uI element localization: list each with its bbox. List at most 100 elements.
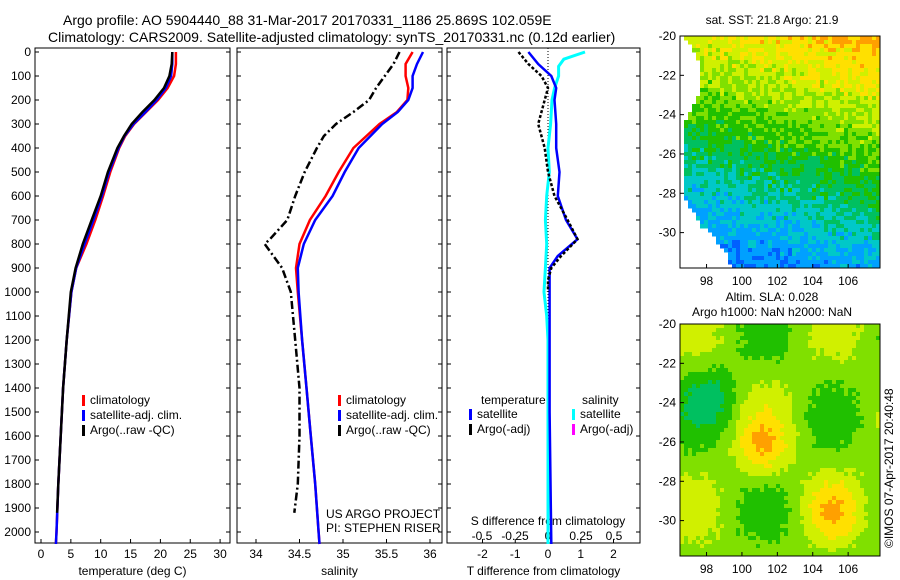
map-cell xyxy=(708,404,713,409)
map-cell xyxy=(724,488,729,493)
map-cell xyxy=(728,456,733,461)
map-cell xyxy=(788,196,793,201)
map-cell xyxy=(840,164,845,169)
map-cell xyxy=(784,252,789,257)
map-cell xyxy=(864,156,869,161)
map-cell xyxy=(788,200,793,205)
map-cell xyxy=(824,332,829,337)
map-cell xyxy=(852,352,857,357)
map-cell xyxy=(748,152,753,157)
map-cell xyxy=(692,436,697,441)
map-cell xyxy=(748,328,753,333)
map-cell xyxy=(692,340,697,345)
map-cell xyxy=(700,388,705,393)
map-cell xyxy=(720,184,725,189)
map-cell xyxy=(776,264,781,269)
map-cell xyxy=(840,176,845,181)
map-cell xyxy=(680,328,685,333)
map-cell xyxy=(840,96,845,101)
map-cell xyxy=(876,208,881,213)
map-cell xyxy=(700,172,705,177)
map-cell xyxy=(864,148,869,153)
map-cell xyxy=(748,92,753,97)
map-cell xyxy=(712,112,717,117)
map-cell xyxy=(868,380,873,385)
map-cell xyxy=(716,352,721,357)
map-cell xyxy=(788,164,793,169)
map-cell xyxy=(732,128,737,133)
map-cell xyxy=(748,216,753,221)
map-cell xyxy=(776,160,781,165)
map-cell xyxy=(696,384,701,389)
map-cell xyxy=(856,456,861,461)
map-cell xyxy=(776,384,781,389)
map-cell xyxy=(788,76,793,81)
map-cell xyxy=(712,448,717,453)
map-cell xyxy=(728,196,733,201)
map-cell xyxy=(680,452,685,457)
map-cell xyxy=(708,428,713,433)
map-cell xyxy=(792,108,797,113)
map-cell xyxy=(828,140,833,145)
map-cell xyxy=(724,352,729,357)
map-cell xyxy=(840,328,845,333)
map-cell xyxy=(836,44,841,49)
map-cell xyxy=(800,436,805,441)
map-cell xyxy=(680,340,685,345)
map-cell xyxy=(700,92,705,97)
map-cell xyxy=(796,380,801,385)
map-cell xyxy=(748,196,753,201)
map-cell xyxy=(792,336,797,341)
map-cell xyxy=(872,96,877,101)
map-cell xyxy=(808,48,813,53)
map-cell xyxy=(740,448,745,453)
map-cell xyxy=(796,460,801,465)
argo-line xyxy=(263,51,401,513)
map-cell xyxy=(792,68,797,73)
map-cell xyxy=(736,64,741,69)
map-cell xyxy=(704,132,709,137)
map-cell xyxy=(708,376,713,381)
map-cell xyxy=(688,444,693,449)
map-cell xyxy=(764,84,769,89)
map-cell xyxy=(836,224,841,229)
map-cell xyxy=(792,328,797,333)
map-cell xyxy=(772,68,777,73)
map-cell xyxy=(816,172,821,177)
map-cell xyxy=(804,148,809,153)
map-cell xyxy=(756,456,761,461)
map-cell xyxy=(752,336,757,341)
map-cell xyxy=(820,456,825,461)
map-cell xyxy=(856,52,861,57)
map-cell xyxy=(868,360,873,365)
map-cell xyxy=(872,484,877,489)
map-cell xyxy=(828,96,833,101)
map-cell xyxy=(848,448,853,453)
map-cell xyxy=(724,40,729,45)
map-cell xyxy=(712,456,717,461)
map-cell xyxy=(780,128,785,133)
map-cell xyxy=(868,108,873,113)
map-cell xyxy=(740,108,745,113)
map-cell xyxy=(752,128,757,133)
map-cell xyxy=(832,224,837,229)
map-cell xyxy=(780,56,785,61)
map-cell xyxy=(816,40,821,45)
map-cell xyxy=(720,476,725,481)
map-cell xyxy=(724,136,729,141)
map-cell xyxy=(780,436,785,441)
map-cell xyxy=(868,160,873,165)
map-cell xyxy=(684,352,689,357)
map-cell xyxy=(780,252,785,257)
map-cell xyxy=(856,388,861,393)
map-cell xyxy=(792,204,797,209)
map-cell xyxy=(800,468,805,473)
map-cell xyxy=(680,372,685,377)
map-cell xyxy=(692,120,697,125)
legend-label-argo: Argo(..raw -QC) xyxy=(90,423,175,437)
map-cell xyxy=(828,380,833,385)
map-cell xyxy=(768,36,773,41)
map-cell xyxy=(796,156,801,161)
map-cell xyxy=(768,172,773,177)
map-cell xyxy=(796,248,801,253)
